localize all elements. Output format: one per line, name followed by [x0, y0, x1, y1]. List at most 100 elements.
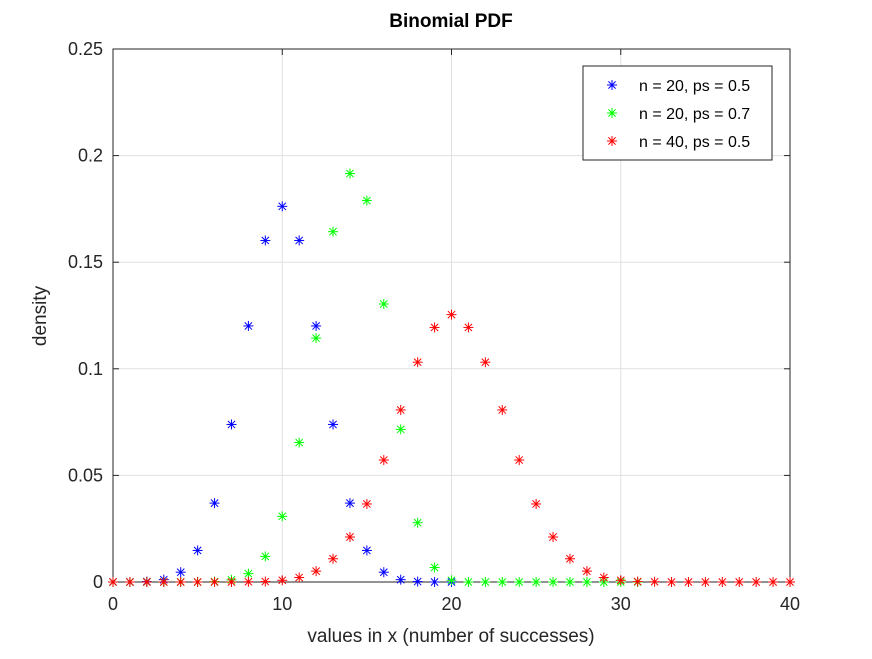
data-point-series-2: [497, 577, 508, 587]
data-point-series-2: [311, 333, 322, 344]
data-point-series-2: [564, 577, 575, 587]
x-tick-label: 0: [108, 594, 118, 614]
data-point-series-3: [108, 577, 118, 587]
data-point-series-3: [615, 575, 626, 586]
data-point-series-1: [328, 419, 339, 430]
data-point-series-2: [412, 517, 423, 528]
chart-title: Binomial PDF: [389, 11, 513, 32]
data-point-series-2: [277, 511, 288, 522]
data-point-series-3: [581, 566, 592, 577]
data-point-series-1: [175, 567, 186, 578]
data-point-series-3: [175, 577, 186, 587]
x-tick-label: 40: [780, 594, 800, 614]
data-point-series-3: [480, 357, 491, 368]
data-point-series-1: [277, 201, 288, 212]
data-point-series-1: [361, 545, 372, 556]
data-point-series-2: [480, 577, 491, 587]
data-point-series-2: [446, 575, 457, 586]
x-tick-label: 10: [272, 594, 292, 614]
data-point-series-1: [226, 419, 237, 430]
data-point-series-2: [429, 562, 440, 573]
legend-entry-3: n = 40, ps = 0.5: [639, 134, 750, 151]
x-axis-label: values in x (number of successes): [307, 626, 594, 647]
legend: n = 20, ps = 0.5 n = 20, ps = 0.7 n = 40, …: [582, 65, 773, 161]
data-point-series-2: [344, 168, 355, 179]
legend-marker-1: [607, 80, 617, 90]
data-point-series-2: [514, 577, 525, 587]
data-point-series-3: [311, 566, 322, 577]
data-point-series-3: [260, 576, 271, 587]
legend-marker-3: [607, 136, 617, 146]
data-point-series-3: [768, 577, 779, 587]
data-point-series-1: [243, 320, 254, 331]
data-point-series-3: [666, 577, 677, 587]
data-point-series-2: [328, 226, 339, 237]
data-point-series-3: [226, 577, 237, 587]
data-point-series-3: [277, 575, 288, 586]
data-point-series-1: [412, 576, 423, 587]
data-point-series-2: [395, 424, 406, 435]
data-point-series-3: [328, 553, 339, 564]
data-point-series-3: [395, 404, 406, 415]
data-point-series-3: [632, 576, 643, 587]
data-point-series-3: [785, 577, 795, 587]
x-tick-label: 30: [611, 594, 631, 614]
data-point-series-1: [311, 320, 322, 331]
data-point-series-3: [141, 577, 152, 587]
data-point-series-3: [531, 498, 542, 509]
data-point-series-3: [548, 532, 559, 543]
data-point-series-3: [497, 404, 508, 415]
data-point-series-3: [446, 309, 457, 320]
data-point-series-1: [260, 235, 271, 246]
x-tick-label: 20: [441, 594, 461, 614]
data-point-series-2: [378, 298, 389, 309]
data-point-series-3: [158, 577, 169, 587]
y-axis-label: density: [30, 285, 51, 346]
data-point-series-2: [531, 577, 542, 587]
data-point-series-3: [192, 577, 203, 587]
data-point-series-3: [683, 577, 694, 587]
data-point-series-3: [378, 455, 389, 466]
data-point-series-3: [429, 322, 440, 333]
data-point-series-3: [209, 577, 220, 587]
data-point-series-2: [260, 551, 271, 562]
data-point-series-3: [734, 577, 745, 587]
data-point-series-1: [344, 498, 355, 509]
data-point-series-1: [395, 574, 406, 585]
legend-entry-1: n = 20, ps = 0.5: [639, 78, 750, 95]
y-tick-label: 0.1: [78, 359, 103, 379]
data-point-series-3: [514, 455, 525, 466]
data-point-series-3: [412, 357, 423, 368]
data-point-series-1: [192, 545, 203, 556]
data-point-series-3: [344, 532, 355, 543]
data-point-series-3: [598, 572, 609, 583]
data-point-series-2: [463, 577, 474, 587]
data-point-series-3: [124, 577, 135, 587]
legend-marker-2: [607, 108, 617, 118]
y-tick-label: 0.25: [68, 39, 103, 59]
data-point-series-2: [294, 437, 305, 448]
tick-labels: 0 10 20 30 40 0 0.05 0.1 0.15 0.2 0.25: [68, 39, 800, 614]
y-tick-label: 0.2: [78, 146, 103, 166]
data-points: [108, 168, 795, 587]
data-point-series-3: [463, 322, 474, 333]
data-point-series-2: [361, 195, 372, 206]
data-point-series-3: [564, 553, 575, 564]
data-point-series-1: [294, 235, 305, 246]
y-tick-label: 0.15: [68, 252, 103, 272]
legend-entry-2: n = 20, ps = 0.7: [639, 106, 750, 123]
data-point-series-3: [294, 572, 305, 583]
data-point-series-3: [649, 576, 660, 587]
data-point-series-3: [243, 576, 254, 587]
data-point-series-1: [378, 567, 389, 578]
data-point-series-2: [548, 577, 559, 587]
y-tick-label: 0.05: [68, 465, 103, 485]
data-point-series-3: [717, 577, 728, 587]
data-point-series-1: [209, 498, 220, 509]
data-point-series-1: [429, 577, 440, 587]
y-tick-label: 0: [93, 572, 103, 592]
data-point-series-2: [581, 577, 592, 587]
data-point-series-3: [751, 577, 762, 587]
